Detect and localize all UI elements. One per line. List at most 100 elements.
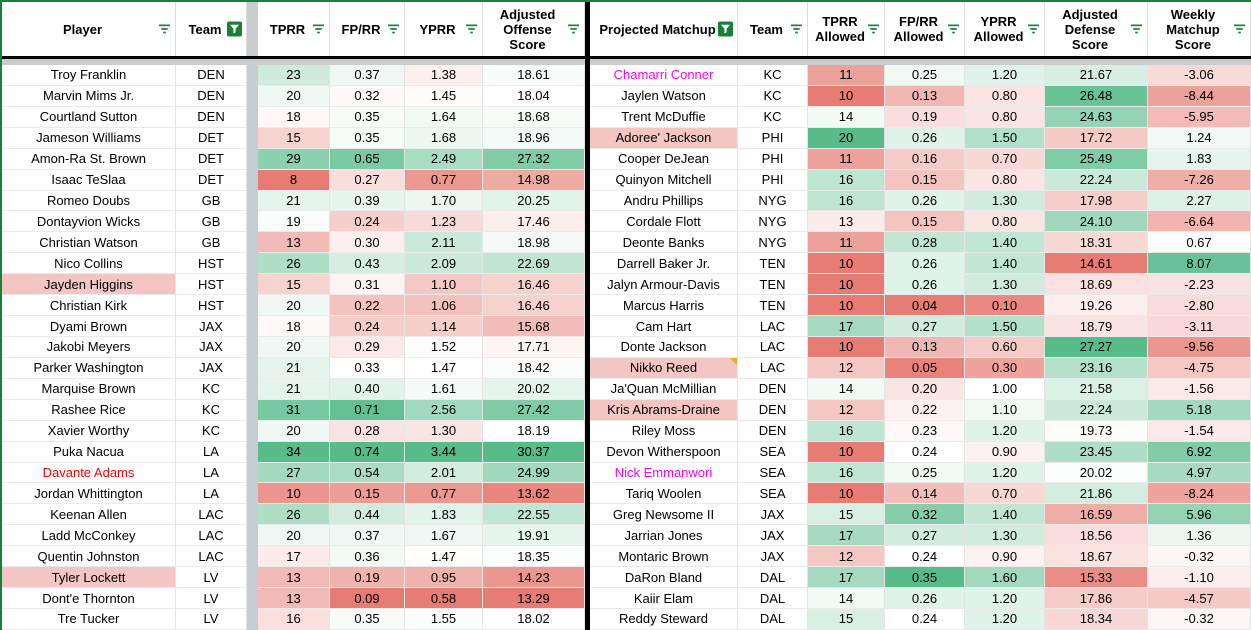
team-cell[interactable]: DAL — [738, 608, 808, 630]
stat-cell-fp-rr[interactable]: 0.37 — [330, 65, 405, 86]
header-cell-player[interactable]: Player — [2, 2, 176, 56]
stat-cell-fp-rr-allowed[interactable]: 0.24 — [885, 441, 965, 463]
stat-cell-yprr-allowed[interactable]: 0.80 — [965, 85, 1045, 107]
player-name-cell[interactable]: Kaiir Elam — [590, 588, 738, 609]
stat-cell-tprr[interactable]: 34 — [258, 441, 330, 463]
stat-cell-adjusted-defense-score[interactable]: 26.48 — [1045, 85, 1148, 107]
stat-cell-fp-rr-allowed[interactable]: 0.04 — [885, 295, 965, 317]
stat-cell-yprr[interactable]: 1.64 — [405, 106, 483, 128]
player-name-cell[interactable]: Nico Collins — [2, 253, 176, 275]
stat-cell-adjusted-defense-score[interactable]: 25.49 — [1045, 148, 1148, 170]
stat-cell-yprr[interactable]: 2.01 — [405, 462, 483, 484]
stat-cell-tprr-allowed[interactable]: 10 — [808, 274, 885, 296]
stat-cell-yprr[interactable]: 2.09 — [405, 253, 483, 275]
stat-cell-adjusted-offense-score[interactable]: 18.61 — [483, 65, 585, 86]
stat-cell-adjusted-offense-score[interactable]: 18.04 — [483, 85, 585, 107]
team-cell[interactable]: DEN — [738, 420, 808, 442]
stat-cell-weekly-matchup-score[interactable]: -4.75 — [1148, 357, 1251, 379]
stat-cell-yprr-allowed[interactable]: 1.30 — [965, 525, 1045, 547]
stat-cell-yprr-allowed[interactable]: 1.20 — [965, 588, 1045, 609]
stat-cell-tprr-allowed[interactable]: 15 — [808, 608, 885, 630]
stat-cell-adjusted-defense-score[interactable]: 27.27 — [1045, 336, 1148, 358]
player-name-cell[interactable]: Donte Jackson — [590, 336, 738, 358]
player-name-cell[interactable]: Jarrian Jones — [590, 525, 738, 547]
player-name-cell[interactable]: Marcus Harris — [590, 295, 738, 317]
stat-cell-adjusted-defense-score[interactable]: 23.45 — [1045, 441, 1148, 463]
stat-cell-yprr-allowed[interactable]: 1.40 — [965, 253, 1045, 275]
filter-icon[interactable] — [465, 24, 478, 35]
header-cell-weekly-matchup-score[interactable]: Weekly Matchup Score — [1148, 2, 1251, 56]
stat-cell-tprr[interactable]: 16 — [258, 608, 330, 630]
team-cell[interactable]: JAX — [738, 504, 808, 526]
team-cell[interactable]: DEN — [738, 378, 808, 400]
stat-cell-adjusted-offense-score[interactable]: 17.71 — [483, 336, 585, 358]
stat-cell-yprr[interactable]: 1.06 — [405, 295, 483, 317]
stat-cell-fp-rr[interactable]: 0.30 — [330, 232, 405, 254]
stat-cell-tprr[interactable]: 20 — [258, 85, 330, 107]
stat-cell-tprr[interactable]: 15 — [258, 127, 330, 149]
stat-cell-tprr-allowed[interactable]: 10 — [808, 253, 885, 275]
stat-cell-fp-rr[interactable]: 0.15 — [330, 483, 405, 505]
stat-cell-fp-rr-allowed[interactable]: 0.24 — [885, 608, 965, 630]
stat-cell-yprr-allowed[interactable]: 1.40 — [965, 504, 1045, 526]
stat-cell-weekly-matchup-score[interactable]: -1.56 — [1148, 378, 1251, 400]
filter-icon[interactable] — [1233, 24, 1246, 35]
player-name-cell[interactable]: Tyler Lockett — [2, 567, 176, 589]
stat-cell-adjusted-offense-score[interactable]: 18.35 — [483, 546, 585, 568]
team-cell[interactable]: DET — [176, 148, 247, 170]
stat-cell-tprr[interactable]: 18 — [258, 106, 330, 128]
team-cell[interactable]: NYG — [738, 232, 808, 254]
stat-cell-yprr[interactable]: 0.77 — [405, 483, 483, 505]
stat-cell-yprr[interactable]: 1.23 — [405, 211, 483, 233]
stat-cell-yprr-allowed[interactable]: 0.80 — [965, 169, 1045, 191]
stat-cell-yprr-allowed[interactable]: 0.80 — [965, 106, 1045, 128]
stat-cell-fp-rr[interactable]: 0.65 — [330, 148, 405, 170]
stat-cell-tprr[interactable]: 13 — [258, 567, 330, 589]
stat-cell-tprr-allowed[interactable]: 10 — [808, 295, 885, 317]
header-cell-projected-matchup[interactable]: Projected Matchup — [590, 2, 738, 56]
stat-cell-yprr-allowed[interactable]: 1.20 — [965, 65, 1045, 86]
stat-cell-weekly-matchup-score[interactable]: -3.11 — [1148, 316, 1251, 337]
player-name-cell[interactable]: Parker Washington — [2, 357, 176, 379]
stat-cell-fp-rr[interactable]: 0.54 — [330, 462, 405, 484]
stat-cell-tprr[interactable]: 21 — [258, 357, 330, 379]
stat-cell-fp-rr-allowed[interactable]: 0.27 — [885, 316, 965, 337]
stat-cell-fp-rr[interactable]: 0.27 — [330, 169, 405, 191]
stat-cell-yprr-allowed[interactable]: 1.20 — [965, 420, 1045, 442]
stat-cell-tprr[interactable]: 13 — [258, 588, 330, 609]
team-cell[interactable]: LAC — [738, 316, 808, 337]
player-name-cell[interactable]: Chamarri Conner — [590, 65, 738, 86]
stat-cell-adjusted-offense-score[interactable]: 22.55 — [483, 504, 585, 526]
stat-cell-fp-rr[interactable]: 0.71 — [330, 399, 405, 421]
stat-cell-tprr-allowed[interactable]: 17 — [808, 567, 885, 589]
stat-cell-fp-rr[interactable]: 0.24 — [330, 316, 405, 337]
player-name-cell[interactable]: Troy Franklin — [2, 65, 176, 86]
stat-cell-weekly-matchup-score[interactable]: 4.97 — [1148, 462, 1251, 484]
player-name-cell[interactable]: Amon-Ra St. Brown — [2, 148, 176, 170]
team-cell[interactable]: DEN — [176, 106, 247, 128]
stat-cell-yprr-allowed[interactable]: 1.10 — [965, 399, 1045, 421]
team-cell[interactable]: NYG — [738, 211, 808, 233]
stat-cell-fp-rr[interactable]: 0.29 — [330, 336, 405, 358]
stat-cell-tprr[interactable]: 31 — [258, 399, 330, 421]
player-name-cell[interactable]: Dont'e Thornton — [2, 588, 176, 609]
stat-cell-fp-rr-allowed[interactable]: 0.19 — [885, 106, 965, 128]
stat-cell-fp-rr[interactable]: 0.31 — [330, 274, 405, 296]
stat-cell-yprr-allowed[interactable]: 1.40 — [965, 232, 1045, 254]
stat-cell-fp-rr[interactable]: 0.44 — [330, 504, 405, 526]
stat-cell-adjusted-offense-score[interactable]: 13.29 — [483, 588, 585, 609]
stat-cell-fp-rr[interactable]: 0.33 — [330, 357, 405, 379]
stat-cell-adjusted-defense-score[interactable]: 23.16 — [1045, 357, 1148, 379]
stat-cell-yprr-allowed[interactable]: 0.90 — [965, 441, 1045, 463]
stat-cell-adjusted-defense-score[interactable]: 19.26 — [1045, 295, 1148, 317]
player-name-cell[interactable]: Jameson Williams — [2, 127, 176, 149]
stat-cell-adjusted-defense-score[interactable]: 17.72 — [1045, 127, 1148, 149]
stat-cell-yprr-allowed[interactable]: 0.90 — [965, 546, 1045, 568]
header-cell-yprr-allowed[interactable]: YPRR Allowed — [965, 2, 1045, 56]
stat-cell-adjusted-defense-score[interactable]: 21.58 — [1045, 378, 1148, 400]
stat-cell-fp-rr[interactable]: 0.74 — [330, 441, 405, 463]
team-cell[interactable]: KC — [738, 65, 808, 86]
stat-cell-adjusted-defense-score[interactable]: 18.79 — [1045, 316, 1148, 337]
filter-icon[interactable] — [1027, 24, 1040, 35]
stat-cell-adjusted-offense-score[interactable]: 16.46 — [483, 295, 585, 317]
